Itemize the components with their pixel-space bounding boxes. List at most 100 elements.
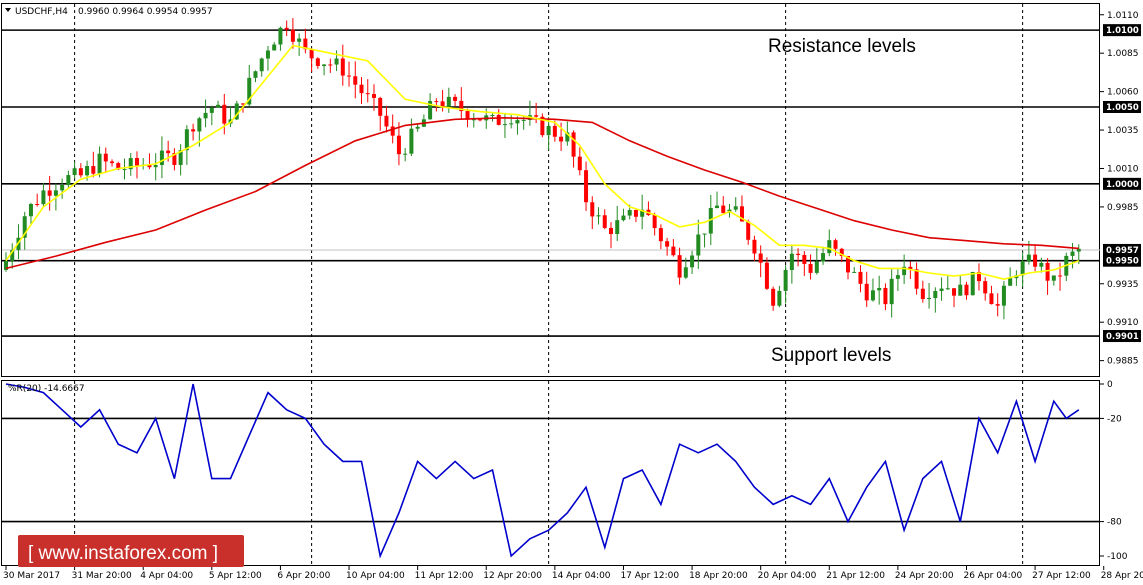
wpr-y-tick-label: 0 [1107, 380, 1113, 390]
candle-bear [796, 253, 801, 255]
triangle-down-icon[interactable] [5, 8, 11, 12]
candle-bull [1070, 251, 1075, 256]
candle-bull [297, 38, 302, 42]
candle-bear [134, 158, 139, 166]
x-tick-label: 31 Mar 20:00 [72, 571, 132, 581]
candle-bear [652, 215, 657, 229]
candle-bear [35, 204, 40, 206]
candle-bear [989, 293, 994, 305]
x-tick-label: 18 Apr 20:00 [689, 571, 748, 581]
level-badge-box [1103, 254, 1141, 267]
candle-bull [471, 119, 476, 121]
candle-bear [552, 125, 557, 137]
candle-bull [733, 206, 738, 210]
candle-bear [746, 221, 751, 240]
candle-bull [184, 129, 189, 151]
candle-bear [677, 255, 682, 278]
y-tick-label: 0.9885 [1107, 357, 1139, 367]
wpr-line [5, 383, 1080, 559]
candle-bull [122, 169, 127, 171]
candle-bear [496, 114, 501, 125]
candle-bull [1020, 261, 1025, 276]
y-tick-label: 0.9985 [1107, 203, 1139, 213]
candle-bull [546, 125, 551, 136]
candle-bull [1076, 248, 1081, 252]
y-tick-label: 1.0110 [1107, 11, 1139, 21]
candle-bear [359, 84, 364, 94]
x-tick-label: 21 Apr 12:00 [826, 571, 885, 581]
candle-bull [502, 124, 507, 126]
candle-bear [559, 136, 564, 142]
candle-bull [409, 128, 414, 154]
candle-bull [446, 96, 451, 107]
candle-bull [253, 71, 258, 78]
candle-bull [85, 166, 90, 176]
candle-bull [640, 209, 645, 217]
y-tick-label: 0.9910 [1107, 318, 1139, 328]
candle-bear [739, 206, 744, 222]
candle-bear [808, 263, 813, 273]
y-tick-label: 0.9935 [1107, 280, 1139, 290]
candle-bull [272, 44, 277, 51]
level-badge: 1.0000 [1106, 180, 1139, 190]
candle-bull [945, 288, 950, 290]
main-levels [2, 29, 1100, 337]
annotation-support: Support levels [771, 345, 891, 366]
candle-bull [814, 261, 819, 273]
x-tick-label: 24 Apr 20:00 [895, 571, 954, 581]
candle-bear [845, 255, 850, 273]
candle-bull [958, 284, 963, 296]
candle-bull [209, 107, 214, 113]
candle-bear [47, 190, 52, 196]
candle-bull [615, 220, 620, 235]
x-tick-label: 17 Apr 12:00 [620, 571, 679, 581]
x-tick-label: 11 Apr 12:00 [415, 571, 474, 581]
candle-bull [66, 175, 71, 185]
level-badge-box [1103, 177, 1141, 190]
candle-bull [970, 272, 975, 296]
candle-bear [764, 262, 769, 289]
candle-bear [608, 227, 613, 235]
candle-bear [290, 29, 295, 42]
candle-bear [396, 135, 401, 155]
candle-bear [633, 209, 638, 217]
candle-bull [1051, 275, 1056, 281]
candle-bull [28, 204, 33, 217]
candle-bear [384, 115, 389, 127]
level-badge-box [1103, 100, 1141, 113]
candle-bull [4, 260, 8, 270]
candle-bear [858, 271, 863, 284]
candle-bull [428, 101, 433, 120]
vertical-grid [74, 4, 1024, 565]
level-badge-box [1103, 24, 1141, 37]
candle-bear [453, 96, 458, 101]
candle-bear [91, 166, 96, 174]
candle-bear [478, 119, 483, 121]
candle-bull [247, 77, 252, 105]
candle-bull [22, 216, 27, 238]
wpr-levels [2, 417, 1100, 523]
x-tick-label: 28 Apr 20:00 [1101, 571, 1143, 581]
candle-bear [340, 58, 345, 76]
y-tick-label: 1.0060 [1107, 88, 1139, 98]
main-pane-border [1, 3, 1100, 377]
wpr-y-tick-label: -100 [1107, 552, 1128, 562]
candle-bull [265, 50, 270, 59]
candle-bull [259, 58, 264, 72]
header-symbol: USDCHF,H4 [15, 7, 68, 17]
candle-bull [565, 132, 570, 142]
level-badge: 1.0050 [1106, 103, 1139, 113]
candle-bear [309, 49, 314, 59]
candle-bull [939, 288, 944, 291]
candle-bull [783, 270, 788, 291]
candle-bull [334, 58, 339, 65]
chart-header: USDCHF,H4 0.9960 0.9964 0.9954 0.9957 [5, 7, 213, 17]
candle-bear [590, 202, 595, 217]
candle-bull [1039, 262, 1044, 267]
candle-bear [1058, 275, 1063, 277]
main-price-axis: 1.0110 1.0085 1.0060 1.0035 1.0010 0.9985 0.99… [1100, 11, 1141, 367]
x-tick-label: 30 Mar 2017 [3, 571, 60, 581]
watermark-text: [ www.instaforex.com ] [28, 543, 218, 564]
candle-bull [490, 114, 495, 116]
